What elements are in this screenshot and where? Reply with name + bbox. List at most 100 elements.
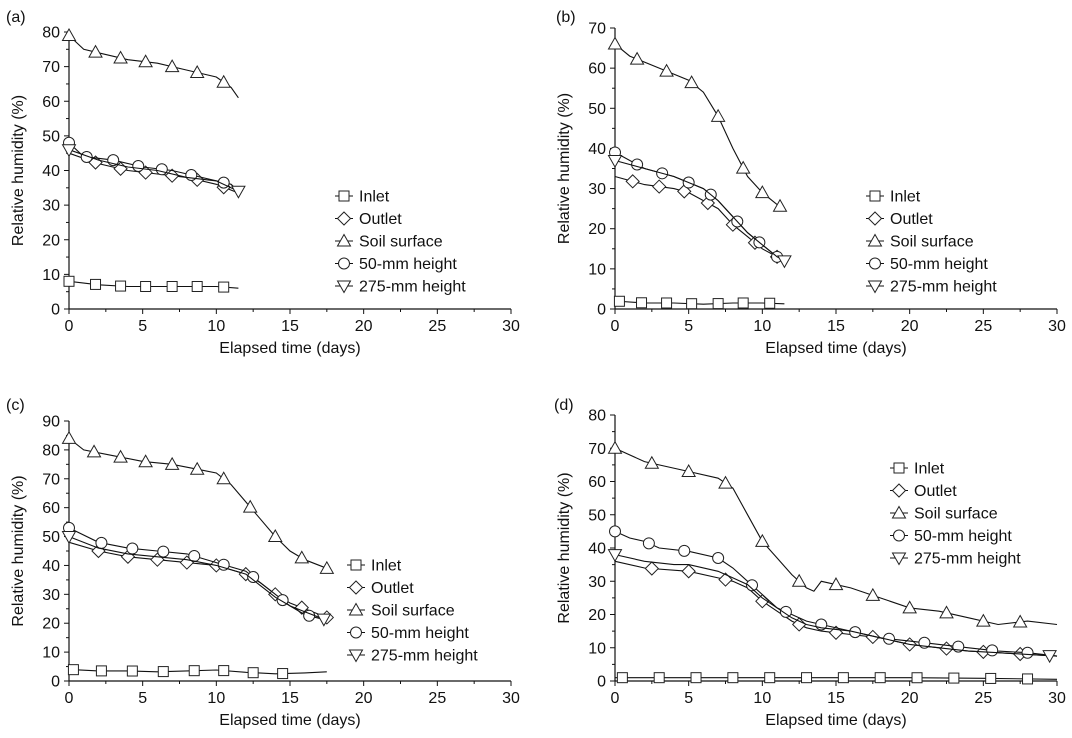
data-point [661, 297, 673, 309]
x-tick-label: 30 [1048, 690, 1066, 707]
data-point [686, 298, 698, 310]
data-point [63, 275, 75, 287]
data-point [61, 430, 77, 444]
data-point [218, 665, 230, 677]
x-tick-label: 15 [281, 318, 299, 335]
x-tick-label: 10 [207, 318, 225, 335]
data-point [911, 672, 923, 684]
x-axis-title: Elapsed time (days) [765, 340, 906, 357]
legend-label: Soil surface [371, 603, 455, 620]
series-line [614, 447, 1058, 626]
data-point [986, 644, 999, 657]
data-point [126, 665, 138, 677]
series-4 [61, 144, 246, 199]
data-point [155, 163, 168, 176]
y-tick-label: 80 [42, 25, 60, 42]
y-tick-label: 0 [597, 302, 606, 319]
y-tick-label: 60 [588, 474, 606, 491]
y-tick-label: 40 [42, 558, 60, 575]
series-line [68, 35, 239, 99]
data-point [607, 549, 623, 563]
series-line [614, 159, 785, 262]
data-point [247, 571, 260, 583]
data-point [653, 672, 665, 684]
data-point [138, 454, 153, 468]
data-point [837, 672, 849, 684]
data-point [216, 74, 232, 88]
legend-label: Inlet [914, 461, 945, 478]
series-line [68, 527, 327, 621]
legend-marker [348, 580, 364, 595]
legend-marker [891, 483, 907, 498]
x-tick-label: 10 [753, 318, 771, 335]
data-point [157, 666, 169, 678]
series-line [68, 668, 327, 675]
y-tick-label: 10 [42, 267, 60, 284]
legend-marker [336, 211, 352, 226]
data-point [319, 560, 335, 574]
x-tick-label: 25 [428, 690, 446, 707]
y-tick-label: 60 [42, 94, 60, 111]
x-tick-label: 25 [974, 690, 992, 707]
data-point [189, 461, 205, 475]
series-3 [63, 521, 327, 622]
legend-marker [336, 280, 352, 294]
data-point [659, 63, 674, 77]
data-point [191, 280, 203, 292]
legend-label: 275-mm height [359, 279, 466, 296]
y-tick-label: 70 [42, 59, 60, 76]
data-point [613, 295, 625, 307]
data-point [132, 159, 145, 172]
y-tick-label: 90 [42, 414, 60, 431]
x-tick-label: 30 [502, 318, 520, 335]
data-point [985, 672, 997, 684]
y-axis-title: Relative humidity (%) [556, 472, 573, 623]
data-point [727, 672, 739, 684]
data-point [801, 672, 813, 684]
legend-marker [893, 529, 905, 542]
data-point [607, 154, 623, 168]
legend-marker [348, 602, 364, 616]
legend-label: Outlet [371, 580, 414, 597]
data-point [737, 297, 749, 309]
legend-label: Outlet [359, 211, 402, 228]
data-point [684, 75, 699, 89]
series-line [68, 437, 327, 569]
data-point [607, 440, 623, 454]
legend-marker [867, 280, 883, 294]
legend-marker [350, 626, 362, 639]
data-point [294, 550, 310, 564]
data-point [678, 544, 691, 557]
data-point [902, 600, 918, 614]
x-tick-label: 5 [684, 690, 693, 707]
series-line [68, 149, 239, 192]
data-point [718, 475, 733, 489]
y-tick-label: 30 [42, 198, 60, 215]
legend-marker [869, 257, 881, 270]
panel-0: (a) 0 10 20 30 40 50 60 70 80 0 5 10 15 20 25 30 Elapsed … [6, 9, 520, 357]
data-point [710, 108, 726, 122]
series-line [614, 554, 1058, 657]
x-tick-label: 5 [138, 318, 147, 335]
y-tick-label: 40 [42, 163, 60, 180]
series-line [68, 536, 327, 621]
legend-label: Inlet [371, 558, 402, 575]
data-point [764, 297, 776, 309]
series-2 [607, 36, 788, 212]
data-point [772, 198, 788, 212]
data-point [216, 471, 232, 485]
data-point [690, 672, 702, 684]
panel-1: (b) 0 10 20 30 40 50 60 70 0 5 10 15 20 25 30 Elapsed ti… [556, 9, 1066, 357]
data-point [644, 561, 660, 576]
legend-label: 50-mm height [914, 528, 1012, 545]
data-point [642, 537, 655, 550]
data-point [777, 255, 792, 269]
data-point [267, 529, 283, 543]
data-point [61, 144, 77, 158]
panel-label: (b) [556, 9, 576, 26]
legend-label: 275-mm height [890, 279, 997, 296]
y-tick-label: 50 [42, 128, 60, 145]
data-point [189, 64, 205, 79]
data-point [247, 667, 259, 679]
data-point [242, 499, 258, 513]
